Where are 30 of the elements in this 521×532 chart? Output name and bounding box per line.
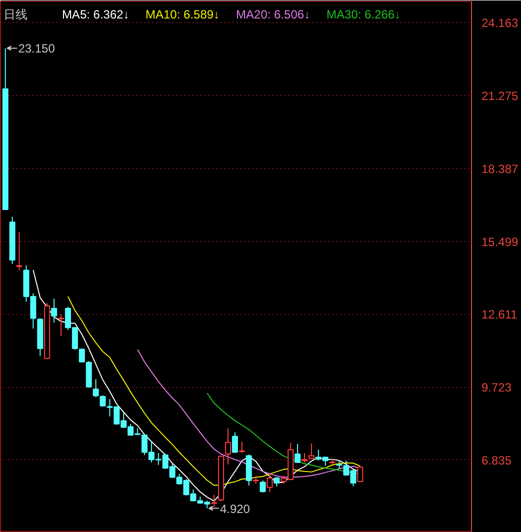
annotation: 4.920 [220,502,250,516]
text: MA30: 6.266↓ [326,8,401,22]
candlestick [260,480,266,493]
text: MA5: 6.362↓ [62,8,130,22]
candlestick [238,441,245,454]
text: 日线 [4,8,28,22]
candlestick [294,443,301,464]
y-tick-label: 9.723 [482,380,512,395]
y-tick-label: 21.275 [482,89,519,104]
candlestick [58,314,64,336]
candlestick [232,432,238,454]
candlestick [211,494,218,508]
candlestick [302,452,308,463]
y-tick-label: 12.611 [482,308,518,322]
text: MA20: 6.506↓ [236,8,310,22]
candlestick [224,428,232,465]
line-series [67,296,361,486]
y-tick-label: 18.387 [482,162,519,176]
candlestick [51,298,58,324]
candlestick [274,476,280,487]
candlestick [92,378,99,398]
y-tick-label: 24.163 [482,16,519,30]
text: MA10: 6.589↓ [146,8,220,22]
candlestick [16,231,22,271]
y-tick-label: 6.835 [482,453,512,468]
y-tick-label: 15.499 [482,234,519,249]
candlestick [308,442,314,460]
annotation: 23.150 [18,42,56,56]
candlestick [266,472,273,493]
candlestick [357,466,364,482]
